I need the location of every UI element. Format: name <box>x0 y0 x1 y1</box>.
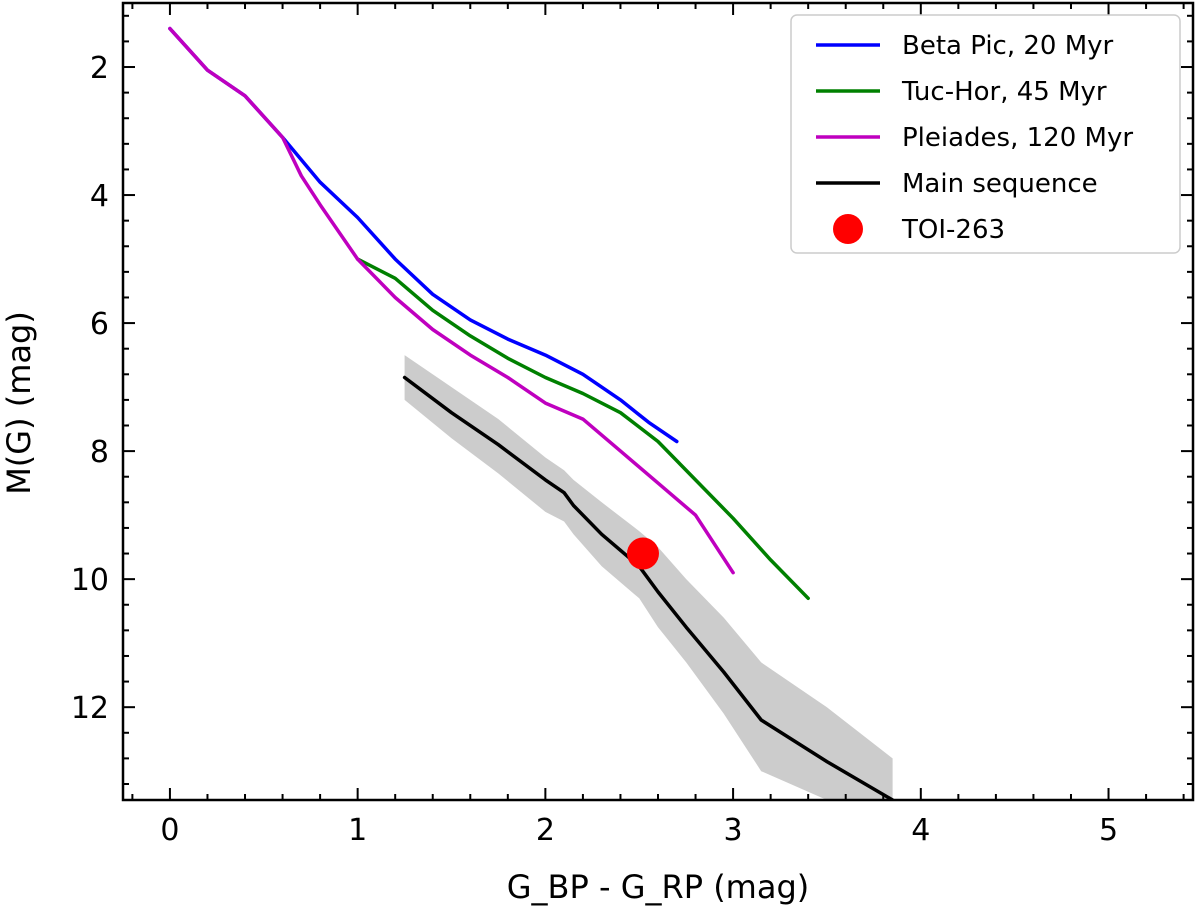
legend: Beta Pic, 20 Myr Tuc-Hor, 45 Myr Pleiades,… <box>790 14 1181 254</box>
y-axis-label: M(G) (mag) <box>0 311 38 495</box>
legend-label-toi-263: TOI-263 <box>901 215 1005 245</box>
x-tick-label: 0 <box>160 813 179 848</box>
tuc-hor-45-myr-line <box>355 257 810 601</box>
legend-label-main-sequence: Main sequence <box>902 169 1098 199</box>
points-layer <box>626 537 659 570</box>
x-tick-label: 4 <box>911 813 930 848</box>
legend-box <box>790 14 1181 254</box>
y-tick-label: 12 <box>71 691 109 726</box>
legend-label-pleiades-120-myr: Pleiades, 120 Myr <box>902 123 1133 153</box>
y-tick-label: 10 <box>71 563 109 598</box>
x-tick-label: 5 <box>1099 813 1118 848</box>
legend-swatch-toi-263 <box>833 214 863 244</box>
ticks-layer <box>123 3 1193 800</box>
main-sequence-line <box>402 375 895 800</box>
legend-label-tuc-hor-45-myr: Tuc-Hor, 45 Myr <box>901 77 1107 107</box>
x-tick-label: 1 <box>348 813 367 848</box>
legend-label-beta-pic-20-myr: Beta Pic, 20 Myr <box>902 31 1114 61</box>
x-tick-label: 3 <box>724 813 743 848</box>
series-lines-layer <box>168 26 895 800</box>
y-tick-label: 6 <box>90 307 109 342</box>
y-tick-label: 4 <box>90 179 109 214</box>
x-tick-label: 2 <box>536 813 555 848</box>
y-tick-label: 2 <box>90 51 109 86</box>
y-tick-label: 8 <box>90 435 109 470</box>
toi-263-point <box>626 537 659 570</box>
pleiades-120-myr-line <box>168 26 735 575</box>
x-axis-label: G_BP - G_RP (mag) <box>507 868 810 906</box>
